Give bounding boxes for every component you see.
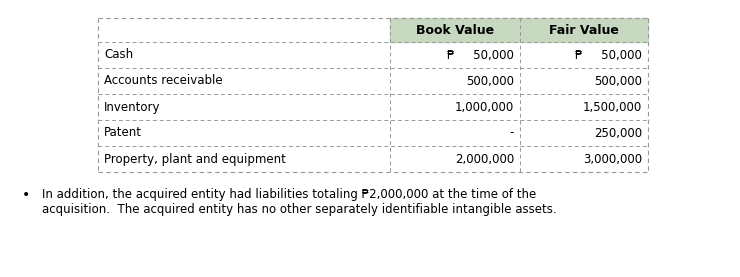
Text: ₱     50,000: ₱ 50,000 [575, 48, 642, 61]
Text: 1,500,000: 1,500,000 [583, 101, 642, 114]
Text: ₱     50,000: ₱ 50,000 [447, 48, 514, 61]
Text: Property, plant and equipment: Property, plant and equipment [104, 153, 286, 165]
Text: 500,000: 500,000 [466, 75, 514, 88]
Text: 250,000: 250,000 [594, 127, 642, 140]
Bar [520, 18, 648, 42]
Text: Book Value: Book Value [416, 24, 494, 37]
Text: Patent: Patent [104, 127, 142, 140]
Text: acquisition.  The acquired entity has no other separately identifiable intangibl: acquisition. The acquired entity has no … [42, 203, 556, 216]
Text: Accounts receivable: Accounts receivable [104, 75, 223, 88]
Text: 1,000,000: 1,000,000 [455, 101, 514, 114]
Bar [390, 18, 520, 42]
Text: 500,000: 500,000 [594, 75, 642, 88]
Text: -: - [510, 127, 514, 140]
Text: 2,000,000: 2,000,000 [455, 153, 514, 165]
Text: In addition, the acquired entity had liabilities totaling ₱2,000,000 at the time: In addition, the acquired entity had lia… [42, 188, 536, 201]
Text: Fair Value: Fair Value [549, 24, 619, 37]
Text: Cash: Cash [104, 48, 133, 61]
Text: Inventory: Inventory [104, 101, 161, 114]
Text: 3,000,000: 3,000,000 [583, 153, 642, 165]
Text: •: • [22, 188, 30, 202]
